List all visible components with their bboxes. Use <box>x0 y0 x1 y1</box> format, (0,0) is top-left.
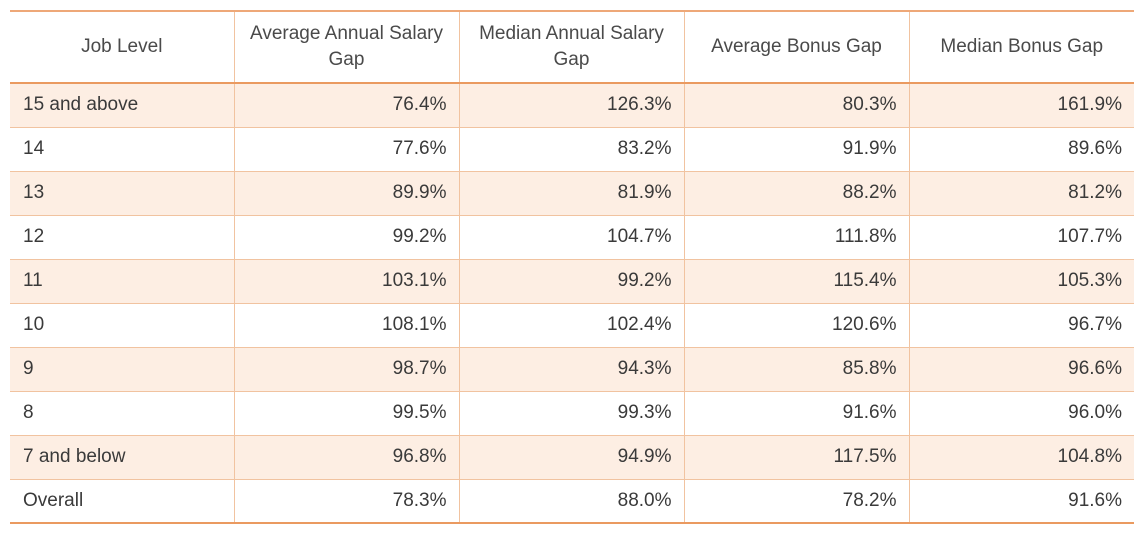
job-level-cell: 14 <box>10 127 235 172</box>
table-row: 14 77.6% 83.2% 91.9% 89.6% <box>10 127 1134 172</box>
average-bonus-gap-cell: 115.4% <box>684 259 910 304</box>
gap-table-container: Job Level Average Annual Salary Gap Medi… <box>10 10 1134 524</box>
table-row-overall: Overall 78.3% 88.0% 78.2% 91.6% <box>10 479 1134 524</box>
median-salary-gap-cell: 94.3% <box>459 347 685 392</box>
average-bonus-gap-cell: 80.3% <box>684 83 910 128</box>
median-bonus-gap-cell: 107.7% <box>909 215 1134 260</box>
average-salary-gap-cell: 96.8% <box>234 435 460 480</box>
median-salary-gap-cell: 94.9% <box>459 435 685 480</box>
average-salary-gap-cell: 98.7% <box>234 347 460 392</box>
median-salary-gap-cell: 99.2% <box>459 259 685 304</box>
table-row: 11 103.1% 99.2% 115.4% 105.3% <box>10 259 1134 304</box>
table-row: 8 99.5% 99.3% 91.6% 96.0% <box>10 391 1134 436</box>
average-salary-gap-cell: 99.2% <box>234 215 460 260</box>
job-level-cell: Overall <box>10 479 235 524</box>
average-bonus-gap-cell: 88.2% <box>684 171 910 216</box>
table-row: 9 98.7% 94.3% 85.8% 96.6% <box>10 347 1134 392</box>
job-level-cell: 13 <box>10 171 235 216</box>
median-bonus-gap-cell: 91.6% <box>909 479 1134 524</box>
average-salary-gap-cell: 89.9% <box>234 171 460 216</box>
average-bonus-gap-cell: 111.8% <box>684 215 910 260</box>
table-row: 12 99.2% 104.7% 111.8% 107.7% <box>10 215 1134 260</box>
median-bonus-gap-cell: 96.6% <box>909 347 1134 392</box>
pay-gap-table: Job Level Average Annual Salary Gap Medi… <box>10 10 1134 524</box>
header-row: Job Level Average Annual Salary Gap Medi… <box>10 10 1134 84</box>
median-bonus-gap-cell: 105.3% <box>909 259 1134 304</box>
median-salary-gap-cell: 83.2% <box>459 127 685 172</box>
job-level-cell: 12 <box>10 215 235 260</box>
average-salary-gap-cell: 76.4% <box>234 83 460 128</box>
job-level-cell: 10 <box>10 303 235 348</box>
average-bonus-gap-cell: 78.2% <box>684 479 910 524</box>
table-body: 15 and above 76.4% 126.3% 80.3% 161.9% 1… <box>10 83 1134 524</box>
median-salary-gap-cell: 104.7% <box>459 215 685 260</box>
header-job-level: Job Level <box>10 10 235 84</box>
average-bonus-gap-cell: 91.6% <box>684 391 910 436</box>
median-bonus-gap-cell: 96.0% <box>909 391 1134 436</box>
median-salary-gap-cell: 126.3% <box>459 83 685 128</box>
median-bonus-gap-cell: 96.7% <box>909 303 1134 348</box>
table-row: 10 108.1% 102.4% 120.6% 96.7% <box>10 303 1134 348</box>
job-level-cell: 8 <box>10 391 235 436</box>
median-salary-gap-cell: 81.9% <box>459 171 685 216</box>
job-level-cell: 15 and above <box>10 83 235 128</box>
average-salary-gap-cell: 103.1% <box>234 259 460 304</box>
average-salary-gap-cell: 77.6% <box>234 127 460 172</box>
average-salary-gap-cell: 108.1% <box>234 303 460 348</box>
median-bonus-gap-cell: 104.8% <box>909 435 1134 480</box>
median-salary-gap-cell: 99.3% <box>459 391 685 436</box>
median-salary-gap-cell: 88.0% <box>459 479 685 524</box>
header-median-bonus-gap: Median Bonus Gap <box>909 10 1134 84</box>
job-level-cell: 9 <box>10 347 235 392</box>
median-bonus-gap-cell: 161.9% <box>909 83 1134 128</box>
average-bonus-gap-cell: 85.8% <box>684 347 910 392</box>
average-salary-gap-cell: 99.5% <box>234 391 460 436</box>
table-row: 7 and below 96.8% 94.9% 117.5% 104.8% <box>10 435 1134 480</box>
median-salary-gap-cell: 102.4% <box>459 303 685 348</box>
job-level-cell: 11 <box>10 259 235 304</box>
header-average-annual-salary-gap: Average Annual Salary Gap <box>234 10 460 84</box>
average-bonus-gap-cell: 117.5% <box>684 435 910 480</box>
job-level-cell: 7 and below <box>10 435 235 480</box>
median-bonus-gap-cell: 81.2% <box>909 171 1134 216</box>
average-salary-gap-cell: 78.3% <box>234 479 460 524</box>
average-bonus-gap-cell: 91.9% <box>684 127 910 172</box>
median-bonus-gap-cell: 89.6% <box>909 127 1134 172</box>
header-median-annual-salary-gap: Median Annual Salary Gap <box>459 10 685 84</box>
table-row: 13 89.9% 81.9% 88.2% 81.2% <box>10 171 1134 216</box>
header-average-bonus-gap: Average Bonus Gap <box>684 10 910 84</box>
average-bonus-gap-cell: 120.6% <box>684 303 910 348</box>
table-row: 15 and above 76.4% 126.3% 80.3% 161.9% <box>10 83 1134 128</box>
